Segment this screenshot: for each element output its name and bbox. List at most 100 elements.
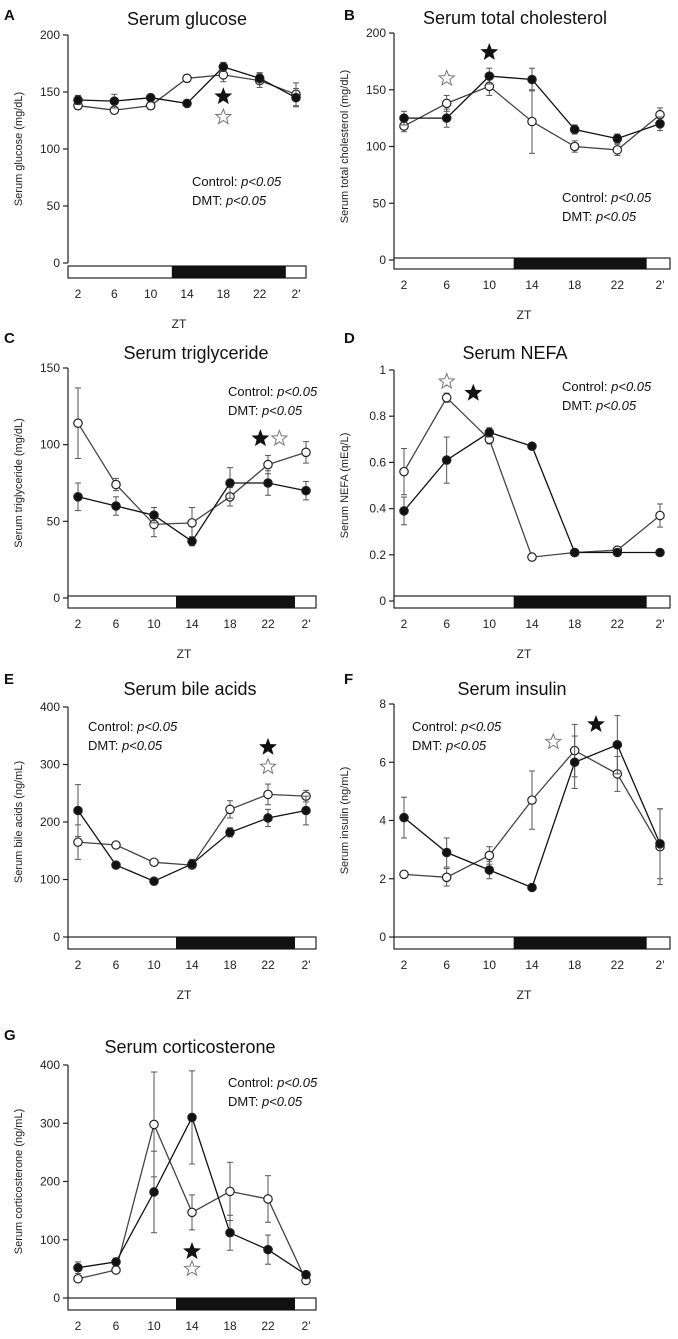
y-axis-label: Serum total cholesterol (mg/dL) xyxy=(339,70,351,223)
data-point-dmt xyxy=(484,850,495,861)
stat-label: DMT: xyxy=(228,403,262,418)
data-point-control xyxy=(569,547,580,558)
data-point-control xyxy=(655,119,665,129)
y-axis-label: Serum glucose (mg/dL) xyxy=(13,92,25,206)
x-tick-label: 22 xyxy=(611,278,625,292)
series-control xyxy=(399,67,665,144)
data-point-control xyxy=(527,74,537,85)
series-control xyxy=(73,1070,311,1280)
y-axis-label: Serum bile acids (ng/mL) xyxy=(13,761,25,883)
y-axis-label: Serum corticosterone (ng/mL) xyxy=(13,1109,25,1255)
stat-label: Control: xyxy=(228,1075,277,1090)
stat-label: DMT: xyxy=(412,738,446,753)
x-tick-label: 2' xyxy=(292,287,301,301)
panel-b: B Serum total cholesterol 0 50 100 150 200 Seru… xyxy=(339,7,671,322)
stat-p-value: p<0.05 xyxy=(276,384,318,399)
x-tick-label: 14 xyxy=(525,617,539,631)
series-line-dmt xyxy=(77,793,307,866)
panel-e: E Serum bile acids 0 100 200 300 400 Serum bile… xyxy=(4,671,317,1002)
stat-line: Control: p<0.05 xyxy=(412,719,502,734)
x-tick-label: 10 xyxy=(483,958,497,972)
panel-c: C Serum triglyceride 0 50 100 150 Serum trigly… xyxy=(4,330,318,661)
series-control xyxy=(73,467,311,547)
y-tick-label: 0 xyxy=(379,594,386,608)
stat-label: Control: xyxy=(412,719,461,734)
x-tick-label: 10 xyxy=(144,287,158,301)
x-tick-label: 6 xyxy=(113,1319,120,1333)
x-tick-label: 14 xyxy=(185,1319,199,1333)
stat-line: DMT: p<0.05 xyxy=(228,403,303,418)
data-point-control xyxy=(301,1269,311,1280)
panel-title: Serum glucose xyxy=(127,9,247,29)
y-tick-label: 400 xyxy=(40,1058,60,1072)
y-tick-label: 150 xyxy=(40,361,60,375)
series-line-control xyxy=(77,66,297,105)
data-point-control xyxy=(399,506,409,516)
data-point-dmt xyxy=(187,518,197,528)
data-point-control xyxy=(263,813,273,823)
data-point-control xyxy=(73,491,83,502)
data-point-dmt xyxy=(527,795,537,805)
y-tick-label: 50 xyxy=(373,196,387,210)
y-tick-label: 1 xyxy=(379,363,386,377)
data-point-control xyxy=(73,1262,83,1273)
data-point-control xyxy=(569,757,580,768)
x-tick-label: 22 xyxy=(611,958,625,972)
x-tick-label: 6 xyxy=(443,958,450,972)
data-point-control xyxy=(111,501,121,511)
y-tick-label: 50 xyxy=(47,514,61,528)
x-tick-label: 10 xyxy=(483,278,497,292)
x-tick-label: 14 xyxy=(180,287,194,301)
data-point-control xyxy=(111,860,121,870)
series-control xyxy=(73,784,311,887)
panel-title: Serum total cholesterol xyxy=(423,8,607,28)
y-tick-label: 400 xyxy=(40,700,60,714)
data-point-dmt xyxy=(569,141,580,152)
stat-label: Control: xyxy=(228,384,277,399)
stat-label: DMT: xyxy=(562,209,596,224)
data-point-dmt xyxy=(263,459,273,470)
x-tick-label: 18 xyxy=(568,617,582,631)
x-tick-label: 14 xyxy=(185,617,199,631)
x-tick-label: 10 xyxy=(483,617,497,631)
data-point-control xyxy=(527,882,537,893)
stat-p-value: p<0.05 xyxy=(261,403,303,418)
data-point-control xyxy=(527,441,537,452)
panel-title: Serum bile acids xyxy=(123,679,256,699)
x-tick-label: 2 xyxy=(401,958,408,972)
significance-star-filled xyxy=(183,1242,201,1260)
data-point-control xyxy=(187,1112,197,1123)
data-point-dmt xyxy=(149,857,159,868)
series-control xyxy=(399,427,665,558)
data-point-control xyxy=(399,113,409,123)
y-tick-label: 0 xyxy=(379,930,386,944)
stat-p-value: p<0.05 xyxy=(595,209,637,224)
panel-title: Serum NEFA xyxy=(462,343,567,363)
y-tick-label: 0.4 xyxy=(369,502,386,516)
panel-letter: G xyxy=(4,1027,16,1044)
data-point-dmt xyxy=(187,1207,197,1218)
x-tick-label: 22 xyxy=(253,287,267,301)
x-tick-label: 14 xyxy=(185,958,199,972)
data-point-dmt xyxy=(111,479,121,490)
data-point-dmt xyxy=(111,840,121,850)
significance-star-open xyxy=(270,429,289,447)
series-dmt xyxy=(73,1071,311,1286)
data-point-control xyxy=(291,92,301,103)
data-point-control xyxy=(484,427,495,438)
stat-label: DMT: xyxy=(88,738,122,753)
data-point-dmt xyxy=(263,789,273,800)
significance-star-filled xyxy=(251,429,270,447)
stat-line: Control: p<0.05 xyxy=(192,174,282,189)
y-tick-label: 6 xyxy=(379,755,386,769)
data-point-dmt xyxy=(263,1194,273,1204)
significance-star-open xyxy=(437,69,456,87)
data-point-control xyxy=(225,478,235,488)
data-point-dmt xyxy=(527,552,537,562)
y-tick-label: 100 xyxy=(40,873,60,887)
y-tick-label: 0 xyxy=(53,256,60,270)
panel-letter: F xyxy=(344,671,353,688)
x-tick-label: 10 xyxy=(147,958,161,972)
significance-star-filled xyxy=(214,87,233,105)
